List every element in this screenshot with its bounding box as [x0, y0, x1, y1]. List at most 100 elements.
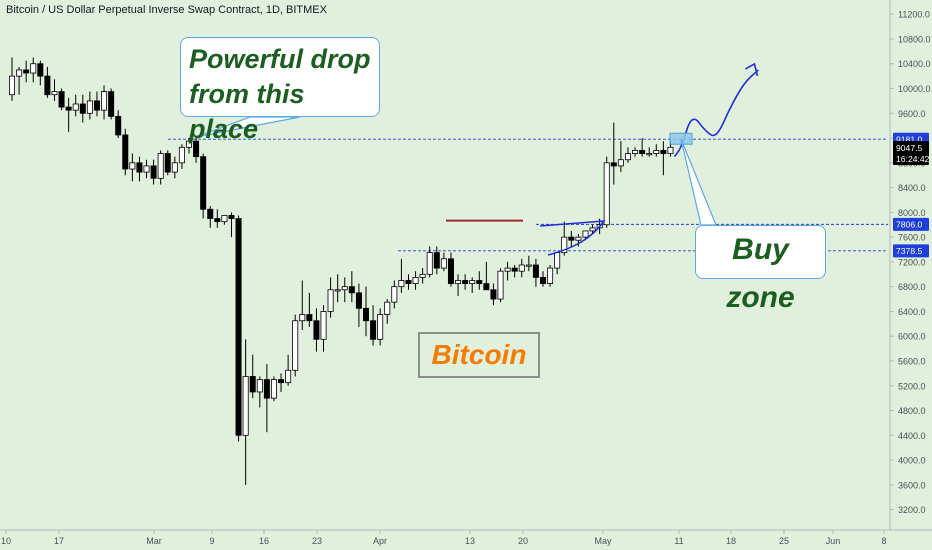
drop-callout-pointer [195, 116, 301, 138]
projection-line [673, 69, 759, 158]
candle-body [511, 267, 518, 272]
buy-zone-box [669, 132, 693, 145]
candle-body [86, 100, 93, 114]
candle-body [497, 270, 504, 300]
candle-body [398, 280, 405, 288]
candle-body [122, 134, 129, 170]
price-tick-label: 5600.0 [898, 356, 926, 366]
candle-body [426, 252, 433, 275]
price-tick-label: 7600.0 [898, 233, 926, 243]
time-tick-label: 20 [518, 536, 528, 546]
candle-body [377, 314, 384, 340]
price-tick-label: 10800.0 [898, 34, 931, 44]
price-tag-label: 7806.0 [896, 220, 923, 230]
candle-body [391, 286, 398, 303]
candle-body [37, 63, 44, 77]
price-tag-label: 9047.5 [896, 143, 923, 153]
candle-body [306, 314, 313, 322]
projection-arrowhead [745, 62, 759, 77]
candle-body [412, 276, 419, 284]
price-axis: 3200.0 3600.0 4000.0 4400.0 4800.0 5200.0 5600… [889, 0, 931, 530]
callout-line-2: from this place [189, 79, 305, 144]
price-tick-label: 3600.0 [898, 480, 926, 490]
candle-body [157, 153, 164, 179]
candle-body [207, 208, 214, 219]
candle-body [235, 218, 242, 436]
candle-body [341, 286, 348, 291]
time-tick-label: 13 [465, 536, 475, 546]
price-tick-label: 4800.0 [898, 406, 926, 416]
buy-zone-marker [669, 132, 693, 145]
candle-body [30, 63, 37, 74]
candle-body [334, 289, 341, 292]
candle-body [72, 103, 79, 111]
candle-body [639, 150, 646, 154]
buy-callout-pointer [680, 138, 717, 226]
candle-body [504, 267, 511, 272]
candle-body [540, 276, 547, 284]
candle-body [150, 165, 157, 179]
candle-body [129, 162, 136, 170]
candle-body [660, 150, 667, 154]
candle-body [79, 103, 86, 114]
time-tick-label: Apr [373, 536, 387, 546]
candle-body [362, 307, 369, 322]
candle-body [490, 289, 497, 300]
candle-body [617, 159, 624, 167]
time-tick-label: 18 [726, 536, 736, 546]
candle-body [575, 236, 582, 241]
time-tick-label: Mar [146, 536, 162, 546]
candlestick-series [8, 57, 674, 485]
price-tick-label: 8400.0 [898, 183, 926, 193]
price-tick-label: 4000.0 [898, 456, 926, 466]
candle-body [8, 75, 15, 96]
price-tag-box [893, 151, 929, 165]
time-tick-label: 16 [259, 536, 269, 546]
candle-body [447, 258, 454, 284]
candle-body [256, 379, 263, 393]
candle-body [16, 69, 23, 77]
price-tag-label: 9181.0 [896, 135, 923, 145]
candle-body [44, 75, 51, 96]
price-tick-label: 6800.0 [898, 282, 926, 292]
candle-body [532, 264, 539, 278]
candle-body [348, 286, 355, 294]
candle-body [164, 153, 171, 173]
candle-body [193, 140, 200, 158]
price-tag-box [893, 140, 929, 154]
price-projection-drawing [673, 62, 759, 158]
candle-body [384, 301, 391, 315]
candle-body [405, 280, 412, 284]
price-tag-box [893, 244, 929, 258]
price-tick-label: 11200.0 [898, 10, 930, 20]
candle-body [242, 376, 249, 436]
time-tick-label: 8 [881, 536, 886, 546]
candle-body [469, 280, 476, 284]
time-tick-label: 23 [312, 536, 322, 546]
candle-body [568, 236, 575, 241]
price-tag-box [893, 217, 929, 231]
candle-body [624, 153, 631, 161]
candle-body [518, 264, 525, 272]
candle-body [263, 379, 270, 399]
candle-body [58, 91, 65, 108]
time-axis: 10 17 Mar 9 16 23 Apr 13 20 May 11 18 25 Jun 8 [0, 529, 932, 546]
price-tag-label: 7378.5 [896, 246, 923, 256]
time-tick-label: 25 [779, 536, 789, 546]
price-tick-label: 10400.0 [898, 59, 931, 69]
candle-body [101, 91, 108, 111]
candle-body [603, 162, 610, 226]
price-tick-label: 4400.0 [898, 431, 926, 441]
time-tick-label: 9 [209, 536, 214, 546]
candle-body [200, 156, 207, 210]
candle-body [214, 218, 221, 223]
candle-body [547, 267, 554, 284]
breakout-curve [539, 220, 606, 256]
candle-body [299, 314, 306, 322]
time-tick-label: 11 [674, 536, 683, 546]
candle-body [433, 252, 440, 269]
candle-body [561, 236, 568, 254]
candle-body [370, 320, 377, 340]
